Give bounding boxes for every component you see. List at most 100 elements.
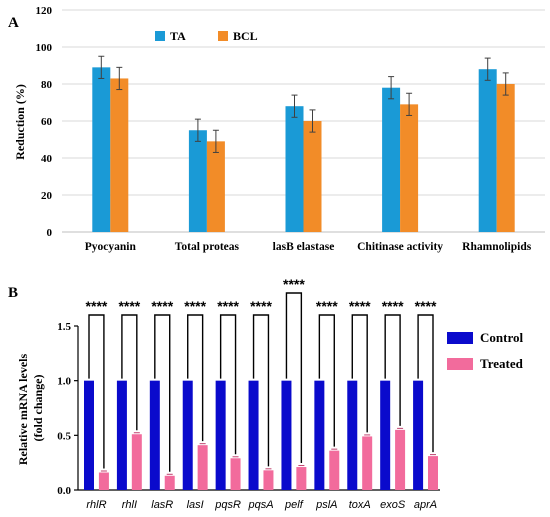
- bar-control: [380, 380, 391, 490]
- significance-label: ****: [415, 298, 437, 314]
- y-tick-label: 0.5: [57, 430, 71, 442]
- legend-bcl-label: BCL: [233, 29, 258, 43]
- bar-treated: [131, 434, 142, 490]
- bar-treated: [197, 445, 208, 490]
- bar-bcl: [303, 121, 322, 232]
- significance-bracket: [285, 292, 303, 464]
- bar-control: [215, 380, 226, 490]
- bar-ta: [478, 69, 497, 232]
- x-tick-label: Rhamnolipids: [462, 241, 532, 253]
- significance-bracket: [252, 314, 270, 467]
- bar-bcl: [400, 104, 419, 232]
- significance-bracket: [384, 314, 401, 426]
- panel-b-x-ticks: rhlR rhlI lasR lasI pqsR pqsA pelf pslA toxA exoS…: [86, 499, 437, 511]
- significance-bracket: [417, 314, 434, 453]
- x-tick-label: pslA: [315, 499, 337, 511]
- x-tick-label: pqsA: [247, 499, 273, 511]
- x-tick-label: pqsR: [214, 499, 241, 511]
- panel-b-y-ticks: 0.0 0.5 1.0 1.5: [57, 321, 78, 497]
- legend-control-label: Control: [480, 330, 523, 345]
- bar-control: [149, 380, 160, 490]
- significance-bracket: [154, 314, 171, 472]
- bar-bcl: [206, 141, 225, 232]
- x-tick-label: lasR: [151, 499, 173, 511]
- x-tick-label: rhlR: [86, 499, 106, 511]
- x-tick-label: toxA: [349, 499, 371, 511]
- x-tick-label: pelf: [284, 499, 304, 511]
- panel-a-chart: A 0 20 40 60 80 100 120 Pyocyanin Total proteas…: [8, 5, 545, 253]
- x-tick-label: rhlI: [122, 499, 137, 511]
- significance-bracket: [88, 314, 105, 469]
- legend-ta-swatch: [155, 31, 165, 41]
- bar-ta: [188, 130, 207, 232]
- bar-control: [281, 380, 292, 490]
- y-tick-label: 60: [41, 116, 53, 128]
- legend-treated-swatch: [447, 358, 473, 370]
- panel-b-label: B: [8, 285, 18, 301]
- y-tick-label: 100: [36, 42, 53, 54]
- significance-bracket: [318, 314, 335, 447]
- bar-control: [413, 380, 424, 490]
- bar-ta: [382, 87, 401, 232]
- bar-bcl: [110, 78, 129, 232]
- x-tick-label: Chitinase activity: [357, 241, 443, 253]
- y-tick-label: 1.0: [57, 376, 71, 388]
- bar-ta: [285, 106, 304, 232]
- significance-label: ****: [316, 298, 338, 314]
- significance-bracket: [219, 314, 237, 455]
- y-tick-label: 1.5: [57, 321, 71, 333]
- bar-treated: [164, 475, 175, 490]
- y-tick-label: 0: [47, 227, 53, 239]
- significance-label: ****: [118, 298, 140, 314]
- legend-bcl-swatch: [218, 31, 228, 41]
- panel-b-y-axis-label-line-2: (fold change): [31, 375, 45, 442]
- panel-b-legend: Control Treated: [447, 330, 524, 371]
- panel-a-label: A: [8, 15, 19, 31]
- significance-bracket: [187, 314, 204, 442]
- bar-ta: [92, 67, 111, 232]
- bar-control: [84, 380, 94, 490]
- x-tick-label: exoS: [380, 499, 406, 511]
- x-tick-label: Total proteas: [175, 241, 240, 253]
- bar-treated: [98, 472, 109, 490]
- panel-a-legend: TA BCL: [155, 29, 258, 43]
- bar-treated: [428, 456, 438, 490]
- bar-treated: [263, 470, 274, 490]
- bar-treated: [329, 450, 340, 490]
- y-tick-label: 40: [41, 153, 53, 165]
- panel-b-significance: **** **** **** **** **** **** **** **** **** ****…: [86, 276, 437, 472]
- significance-bracket: [121, 314, 138, 431]
- panel-a-x-ticks: Pyocyanin Total proteas lasB elastase Chiti…: [85, 241, 532, 253]
- y-tick-label: 20: [41, 190, 53, 202]
- significance-label: ****: [184, 298, 206, 314]
- significance-bracket: [351, 314, 368, 433]
- panel-a-y-axis-label: Reduction (%): [13, 84, 27, 160]
- y-tick-label: 0.0: [57, 485, 71, 497]
- significance-label: ****: [151, 298, 173, 314]
- legend-ta-label: TA: [170, 29, 186, 43]
- x-tick-label: Pyocyanin: [85, 241, 137, 253]
- y-tick-label: 80: [41, 79, 53, 91]
- bar-control: [347, 380, 358, 490]
- significance-label: ****: [250, 298, 272, 314]
- bar-treated: [395, 429, 406, 490]
- significance-label: ****: [217, 298, 239, 314]
- panel-b-y-axis-label-line-1: Relative mRNA levels: [16, 354, 30, 466]
- bar-treated: [296, 467, 307, 490]
- legend-treated-label: Treated: [480, 356, 524, 371]
- panel-a-y-ticks: 0 20 40 60 80 100 120: [36, 5, 53, 239]
- x-tick-label: lasI: [187, 499, 204, 511]
- panel-b-chart: B 0.00.51.01.5 **** **** **** **** **** *****…: [8, 276, 524, 511]
- significance-label: ****: [86, 298, 108, 314]
- panel-a-bars: [92, 55, 515, 232]
- bar-control: [182, 380, 193, 490]
- bar-treated: [362, 436, 373, 490]
- bar-bcl: [496, 84, 515, 232]
- significance-label: ****: [382, 298, 404, 314]
- significance-label: ****: [349, 298, 371, 314]
- panel-b-bars: [84, 380, 438, 490]
- y-tick-label: 120: [36, 5, 53, 17]
- legend-control-swatch: [447, 332, 473, 344]
- x-tick-label: lasB elastase: [273, 241, 335, 253]
